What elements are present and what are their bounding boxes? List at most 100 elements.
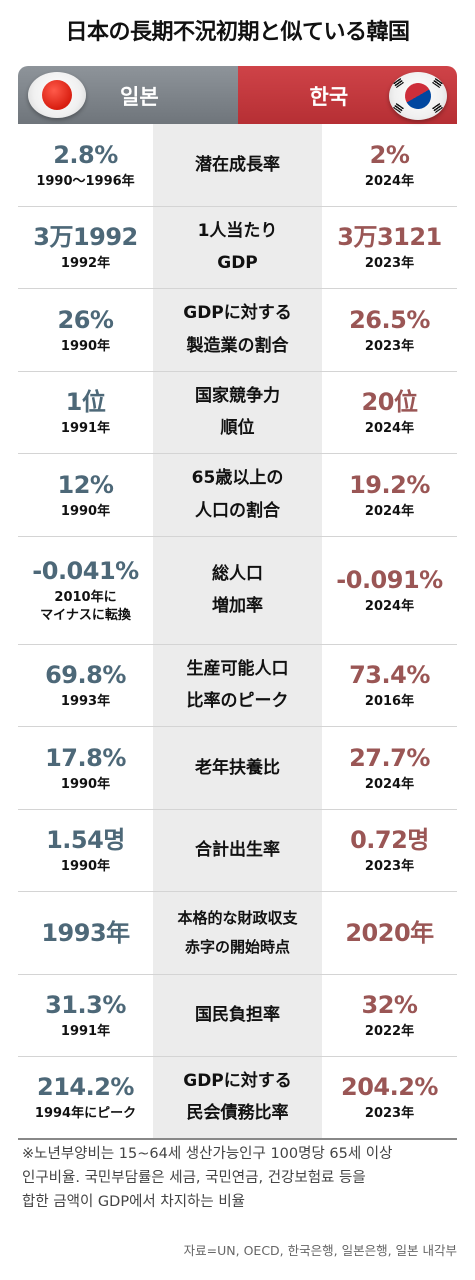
japan-cell: 26% 1990年 <box>18 289 153 371</box>
korea-year: 2024年 <box>364 776 415 792</box>
korea-value: -0.091% <box>336 565 443 594</box>
korea-value: 3万3121 <box>337 223 442 252</box>
korea-value: 2020年 <box>345 918 434 947</box>
indicator-label: 順位 <box>220 418 255 439</box>
indicator-label: 生産可能人口 <box>186 658 289 679</box>
japan-value: 1993年 <box>41 918 130 947</box>
japan-year: 2010年に <box>54 589 117 605</box>
korea-cell: 27.7% 2024年 <box>322 727 457 809</box>
comparison-header: 일본 한국 <box>18 66 457 124</box>
japan-cell: 214.2% 1994年にピーク <box>18 1057 153 1138</box>
indicator-label: GDPに対する <box>183 1070 292 1091</box>
indicator-label: GDP <box>217 253 258 274</box>
japan-value: 12% <box>57 470 114 499</box>
footnote-line: 합한 금액이 GDP에서 차지하는 비율 <box>22 1194 246 1210</box>
korea-value: 0.72명 <box>350 826 429 855</box>
korea-value: 20位 <box>361 388 418 417</box>
japan-cell: 12% 1990年 <box>18 454 153 536</box>
korea-label: 한국 <box>309 85 349 109</box>
korea-value: 2% <box>369 140 410 169</box>
japan-label: 일본 <box>120 85 159 109</box>
table-row: 1位 1991年 国家競争力 順位 20位 2024年 <box>18 371 457 454</box>
japan-value: 17.8% <box>45 743 126 772</box>
indicator-label: 老年扶養比 <box>195 757 280 778</box>
indicator-cell: 65歳以上の 人口の割合 <box>153 454 322 536</box>
japan-value: 69.8% <box>45 661 126 690</box>
korea-year: 2023年 <box>364 256 415 272</box>
japan-year: 1990年 <box>60 503 111 519</box>
korea-value: 27.7% <box>349 743 430 772</box>
table-row: 1993年 本格的な財政収支 赤字の開始時点 2020年 <box>18 892 457 975</box>
japan-year: 1994年にピーク <box>34 1106 137 1122</box>
indicator-cell: 国民負担率 <box>153 974 322 1056</box>
indicator-label: 65歳以上の <box>191 468 284 489</box>
japan-year: 1990年 <box>60 776 111 792</box>
japan-cell: 2.8% 1990〜1996年 <box>18 124 153 206</box>
indicator-label: 国家競争力 <box>195 385 280 406</box>
table-row: 17.8% 1990年 老年扶養比 27.7% 2024年 <box>18 727 457 810</box>
japan-cell: 1位 1991年 <box>18 372 153 454</box>
footnote-line: ※노년부양비는 15~64세 생산가능인구 100명당 65세 이상 <box>22 1146 393 1162</box>
korea-cell: 73.4% 2016年 <box>322 645 457 727</box>
korea-value: 73.4% <box>349 661 430 690</box>
korea-cell: 19.2% 2024年 <box>322 454 457 536</box>
korea-year: 2023年 <box>364 859 415 875</box>
korea-year: 2016年 <box>364 694 415 710</box>
table-row: 26% 1990年 GDPに対する 製造業の割合 26.5% 2023年 <box>18 289 457 372</box>
indicator-cell: GDPに対する 民会債務比率 <box>153 1057 322 1138</box>
japan-value: 1.54명 <box>46 826 125 855</box>
japan-cell: 69.8% 1993年 <box>18 645 153 727</box>
korea-year: 2024年 <box>364 173 415 189</box>
indicator-label: 人口の割合 <box>195 500 280 521</box>
table-row: 1.54명 1990年 合計出生率 0.72명 2023年 <box>18 809 457 892</box>
comparison-table: 2.8% 1990〜1996年 潜在成長率 2% 2024年 3万1992 19… <box>18 124 457 1140</box>
korea-value: 26.5% <box>349 305 430 334</box>
japan-cell: 17.8% 1990年 <box>18 727 153 809</box>
japan-year: 1991年 <box>60 1024 111 1040</box>
korea-cell: 32% 2022年 <box>322 975 457 1057</box>
japan-header: 일본 <box>18 66 238 124</box>
indicator-label: 増加率 <box>212 596 263 616</box>
korea-cell: 2020年 <box>322 892 457 974</box>
japan-cell: 31.3% 1991年 <box>18 975 153 1057</box>
indicator-label: 合計出生率 <box>195 840 280 861</box>
indicator-cell: 生産可能人口 比率のピーク <box>153 644 322 726</box>
indicator-label: GDPに対する <box>183 303 292 324</box>
korea-header: 한국 <box>237 66 457 124</box>
table-row: 31.3% 1991年 国民負担率 32% 2022年 <box>18 974 457 1057</box>
footnote: ※노년부양비는 15~64세 생산가능인구 100명당 65세 이상 인구비율.… <box>22 1142 462 1214</box>
indicator-label: 製造業の割合 <box>186 335 289 356</box>
korea-value: 32% <box>361 991 418 1020</box>
japan-year: 1990年 <box>60 338 111 354</box>
indicator-label: 1人当たり <box>197 220 278 241</box>
japan-value: 1位 <box>65 388 106 417</box>
indicator-label: 総人口 <box>212 563 263 584</box>
table-row: -0.041% 2010年に マイナスに転換 総人口 増加率 -0.091% 2… <box>18 536 457 645</box>
korea-cell: 26.5% 2023年 <box>322 289 457 371</box>
korea-flag-icon <box>389 72 447 120</box>
japan-year-note: マイナスに転換 <box>40 608 131 623</box>
indicator-cell: 老年扶養比 <box>153 727 322 809</box>
korea-cell: -0.091% 2024年 <box>322 537 457 644</box>
korea-year: 2022年 <box>364 1024 415 1040</box>
japan-value: -0.041% <box>32 556 139 585</box>
footnote-line: 인구비율. 국민부담률은 세금, 국민연금, 건강보험료 등을 <box>22 1170 366 1186</box>
japan-year: 1992年 <box>60 256 111 272</box>
japan-value: 3万1992 <box>33 223 138 252</box>
japan-value: 214.2% <box>37 1073 134 1102</box>
korea-cell: 204.2% 2023年 <box>322 1057 457 1138</box>
indicator-cell: 総人口 増加率 <box>153 536 322 644</box>
korea-cell: 3万3121 2023年 <box>322 207 457 289</box>
korea-year: 2024年 <box>364 598 415 614</box>
indicator-cell: 1人当たり GDP <box>153 206 322 288</box>
japan-cell: 1993年 <box>18 892 153 974</box>
indicator-label: 潜在成長率 <box>195 154 280 175</box>
indicator-cell: 潜在成長率 <box>153 124 322 206</box>
japan-year: 1990年 <box>60 859 111 875</box>
table-row: 2.8% 1990〜1996年 潜在成長率 2% 2024年 <box>18 124 457 207</box>
japan-value: 31.3% <box>45 991 126 1020</box>
table-row: 3万1992 1992年 1人当たり GDP 3万3121 2023年 <box>18 206 457 289</box>
japan-value: 26% <box>57 305 114 334</box>
korea-value: 19.2% <box>349 470 430 499</box>
korea-cell: 0.72명 2023年 <box>322 810 457 892</box>
